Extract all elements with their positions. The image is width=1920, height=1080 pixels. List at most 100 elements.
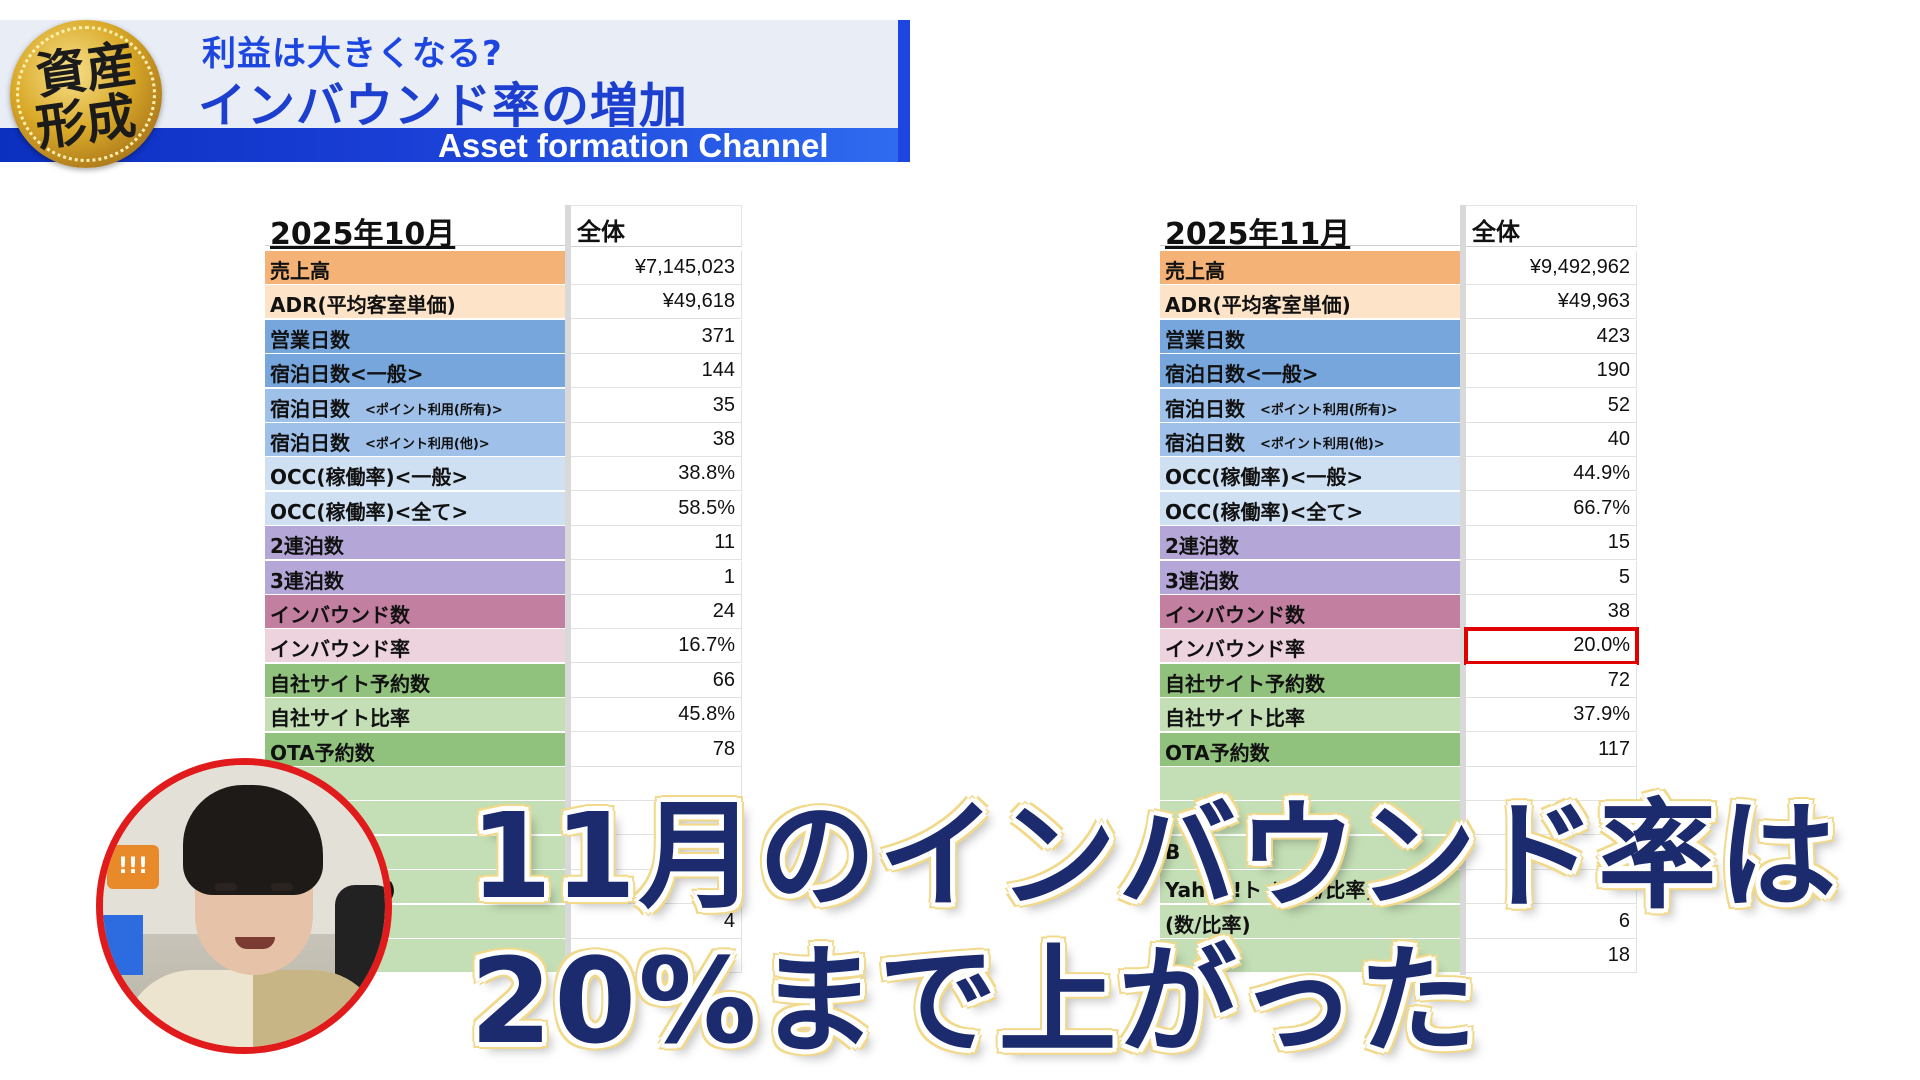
row-value-cell[interactable]: 66.7% [1466,491,1637,526]
row-label: OCC(稼働率)<一般> [1165,465,1364,490]
table-row: OCC(稼働率)<全て> 66.7% [1160,491,1637,526]
row-label: 営業日数 [1165,327,1245,352]
row-value: 18 [1607,944,1630,966]
row-value-cell[interactable]: 58.5% [571,491,742,526]
table-row: OCC(稼働率)<一般> 38.8% [265,457,742,492]
row-label: OTA予約数 [1165,740,1270,765]
row-value-cell[interactable]: 40 [1466,423,1637,457]
row-value-cell[interactable] [1466,870,1637,905]
row-value-cell[interactable]: 72 [1466,663,1637,698]
row-value: 38.8% [678,462,735,485]
row-value-cell[interactable]: ¥49,963 [1466,285,1637,320]
row-label: 売上高 [270,259,330,283]
row-value-cell[interactable]: 1 [571,560,742,595]
row-value-cell[interactable]: 66 [571,663,742,698]
row-value: 15 [1607,531,1630,554]
table-row [1160,767,1637,801]
row-label: (数/比率) [1165,912,1251,937]
row-label: 宿泊日数 [1165,396,1245,421]
table-row: OCC(稼働率)<一般> 44.9% [1160,457,1637,492]
row-value: 66.7% [1573,496,1630,519]
row-value: 6 [1618,909,1630,932]
row-value-cell[interactable]: 117 [1466,732,1637,767]
row-value-cell[interactable]: 37.9% [1466,698,1637,733]
row-value-cell[interactable]: 38 [571,423,742,457]
row-label-cell: 売上高 [1160,251,1460,285]
table-row: 宿泊日数<一般> 144 [265,354,742,389]
row-label: インバウンド数 [1165,603,1305,627]
row-value-cell[interactable] [1466,801,1637,836]
avatar-mouth [235,937,275,949]
row-value-cell[interactable]: 6 [1466,904,1637,939]
row-value: 37.9% [1573,703,1630,726]
table-row: 2連泊数 11 [265,526,742,561]
row-value-cell[interactable] [571,870,742,905]
table-row: 宿泊日数 <ポイント利用(所有)> 35 [265,388,742,423]
caption-line-2: 20%まで上がった [470,932,1479,1070]
avatar-blue-object [103,915,143,975]
row-value-cell[interactable] [571,939,742,973]
row-label-cell [1160,767,1460,801]
row-value-cell[interactable]: 144 [571,354,742,389]
row-value-cell[interactable]: ¥49,618 [571,285,742,320]
row-value: 371 [701,324,735,347]
row-value-cell[interactable]: 5 [1466,560,1637,595]
row-label-cell: 宿泊日数 <ポイント利用(他)> [265,423,565,457]
table-row: 3連泊数 1 [265,560,742,595]
row-value-cell[interactable]: 11 [571,526,742,561]
row-value-cell[interactable] [1466,767,1637,801]
row-value-cell[interactable] [571,801,742,836]
row-value-cell[interactable]: 16.7% [571,629,742,664]
column-label: 全体 [577,218,625,246]
row-value: 44.9% [1573,462,1630,485]
row-label-cell: 営業日数 [265,319,565,354]
row-value-cell[interactable]: 35 [571,388,742,423]
table-row: 3連泊数 5 [1160,560,1637,595]
row-value: 40 [1607,428,1630,450]
table-row: インバウンド数 38 [1160,595,1637,629]
row-value-cell[interactable]: ¥9,492,962 [1466,251,1637,285]
table-row: 18 [1160,939,1637,973]
column-separator [565,205,571,975]
row-value-cell[interactable] [571,767,742,801]
row-value: 58.5% [678,496,735,519]
avatar-sticker: !!! [107,845,159,889]
row-value-cell[interactable]: 38.8% [571,457,742,492]
row-value: 117 [1598,737,1630,760]
channel-logo-icon: 資産 形成 [10,20,162,168]
row-value-cell[interactable]: 190 [1466,354,1637,389]
table-row: 2連泊数 15 [1160,526,1637,561]
table-row: OCC(稼働率)<全て> 58.5% [265,491,742,526]
row-value-cell[interactable]: 52 [1466,388,1637,423]
row-label-cell: 自社サイト比率 [1160,698,1460,733]
row-label: インバウンド率 [270,637,410,662]
row-value-cell[interactable]: 15 [1466,526,1637,561]
highlighted-value-cell[interactable]: 20.0% [1464,627,1639,666]
row-value: 38 [1607,600,1630,622]
banner-subtitle: 利益は大きくなる? [202,34,503,74]
row-label-cell: OCC(稼働率)<一般> [1160,457,1460,492]
row-label: 宿泊日数<一般> [1165,362,1319,387]
column-label: 全体 [1472,218,1520,246]
row-label: ADR(平均客室単価) [270,293,456,318]
table-row: 自社サイト比率 45.8% [265,698,742,733]
row-value-cell[interactable]: 44.9% [1466,457,1637,492]
row-value-cell[interactable]: 24 [571,595,742,629]
row-value-cell[interactable]: 38 [1466,595,1637,629]
row-value-cell[interactable]: 78 [571,732,742,767]
row-label-cell: 2連泊数 [1160,526,1460,561]
table-row: インバウンド数 24 [265,595,742,629]
row-value-cell[interactable]: 4 [571,904,742,939]
row-value-cell[interactable] [1466,835,1637,870]
row-label-cell: 宿泊日数 <ポイント利用(所有)> [1160,388,1460,423]
table-row: 自社サイト予約数 72 [1160,663,1637,698]
row-value-cell[interactable]: 423 [1466,319,1637,354]
row-value-cell[interactable]: 371 [571,319,742,354]
row-value-cell[interactable] [571,835,742,870]
row-value: 1 [723,565,735,588]
row-value: 20.0% [1573,634,1630,657]
row-value-cell[interactable]: 45.8% [571,698,742,733]
row-value: 5 [1618,565,1630,588]
row-value-cell[interactable]: ¥7,145,023 [571,251,742,285]
row-value-cell[interactable]: 18 [1466,939,1637,973]
